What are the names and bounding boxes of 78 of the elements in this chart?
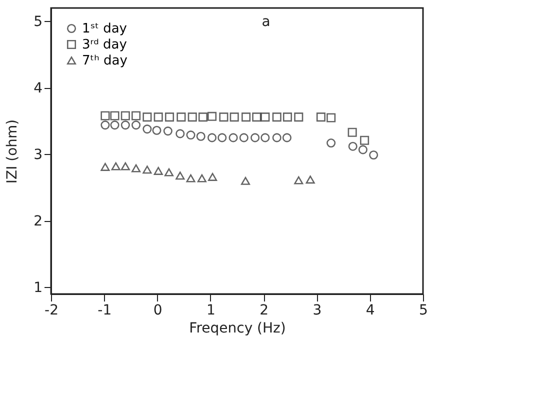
point [120,120,130,130]
point [260,112,270,122]
x-tick-label: 5 [419,302,428,318]
point [188,112,197,122]
y-axis-title: IZI (ohm) [4,119,21,184]
point [198,112,208,122]
y-tick-label: 5 [34,14,42,30]
point [142,166,152,174]
point [272,133,282,142]
point [348,128,357,137]
x-tick-label: 3 [312,302,322,318]
point [164,168,174,176]
y-tick-label: 2 [34,213,42,230]
annotation: a [262,14,270,30]
point [196,132,206,141]
point [228,133,238,142]
point [358,145,368,154]
point [208,172,218,181]
point [100,162,110,171]
point [316,112,326,122]
legend-label: 3ʳᵈ day [82,38,128,52]
legend-label: 1ˢᵗ day [82,22,128,36]
point [132,111,141,120]
point [154,112,163,122]
point [100,120,110,130]
point [132,164,141,172]
point [260,133,270,142]
point [152,126,162,135]
point [282,133,292,142]
point [272,112,282,122]
point [360,136,370,145]
point [120,111,130,120]
x-tick-label: 4 [366,302,375,318]
point [252,112,262,122]
point [369,150,378,160]
x-tick-label: -2 [44,302,58,318]
point [208,112,217,121]
x-tick-label: 2 [260,302,269,318]
point [186,174,196,182]
y-tick-label: 3 [34,146,42,163]
x-tick-label: 0 [153,302,162,318]
point [294,112,304,122]
point [176,172,185,180]
point [110,111,120,120]
point [197,174,206,182]
point [230,112,239,122]
y-tick-label: 4 [34,80,43,96]
point [294,176,304,184]
point [176,112,186,122]
point [250,133,260,142]
x-tick-label: 1 [206,302,216,318]
point [164,112,174,122]
point [208,133,217,142]
point [111,162,120,170]
x-axis-title: Freqency (Hz) [189,320,286,336]
point [242,112,251,122]
point [142,124,152,134]
point [240,176,250,185]
point [306,176,315,184]
point [120,162,130,170]
point [163,126,172,136]
point [186,130,196,140]
point [239,133,248,142]
point [154,166,163,175]
y-tick-label: 1 [34,280,42,296]
point [132,120,141,130]
point [218,133,227,142]
point [219,112,228,122]
point [100,111,110,120]
point [348,142,358,151]
point [326,113,336,122]
point [110,120,120,130]
point [326,138,336,148]
x-tick-label: -1 [98,302,112,318]
point [176,129,185,138]
point [282,112,292,122]
point [142,112,152,122]
legend-label: 7ᵗʰ day [82,54,128,68]
